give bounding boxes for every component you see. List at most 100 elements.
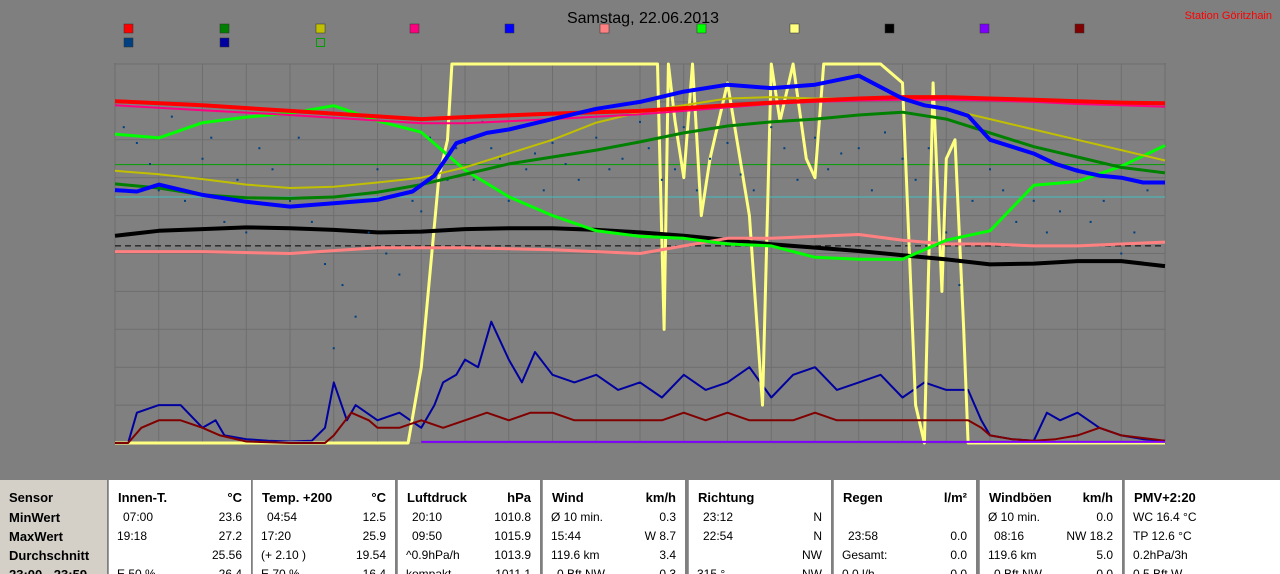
direction-point — [1032, 199, 1035, 202]
direction-point — [739, 173, 742, 176]
legend-item — [599, 23, 610, 34]
cell-info: 04:54 — [267, 510, 298, 524]
cell-value: NW — [802, 567, 822, 574]
cell-info: 15:44 — [551, 529, 582, 543]
table-row: kompakt 1011.1 — [398, 565, 540, 574]
direction-point — [752, 189, 755, 192]
legend-item — [504, 23, 515, 34]
series-feuchte-i — [115, 233, 1166, 255]
table-row: 09:50 1015.9 — [398, 527, 540, 546]
direction-point — [770, 126, 773, 129]
column-unit: km/h — [645, 490, 676, 505]
direction-point — [310, 220, 313, 223]
direction-point — [201, 157, 204, 160]
direction-point — [525, 168, 528, 171]
direction-point — [1102, 199, 1105, 202]
legend-swatch — [979, 23, 990, 34]
cell-value: 27.2 — [218, 529, 242, 543]
legend-item — [123, 23, 134, 34]
direction-point — [1002, 189, 1005, 192]
direction-point — [564, 163, 567, 166]
table-row: 119.6 km 5.0 — [980, 546, 1122, 565]
stats-column: Regen l/m² 23:58 0.0 Gesamt: 0.0 0.0 l/h 0.0 — [833, 480, 976, 574]
cell-info: TP 12.6 °C — [1133, 529, 1192, 543]
direction-point — [157, 189, 160, 192]
table-row: Ø 10 min. 0.3 — [543, 508, 685, 527]
cell-info: Ø 10 min. — [988, 510, 1041, 524]
column-unit: l/m² — [943, 490, 967, 505]
direction-point — [398, 273, 401, 276]
cell-info: 23:12 — [703, 510, 734, 524]
cell-value: 25.56 — [211, 548, 242, 562]
series-richtung — [122, 115, 1149, 350]
series-sonnenschein — [115, 62, 1165, 445]
row-label: 23:00 - 23:59 — [9, 565, 87, 574]
cell-value: NW — [802, 548, 822, 562]
cell-info: 08:16 — [994, 529, 1025, 543]
legend-item — [315, 23, 326, 34]
legend-swatch — [123, 23, 134, 34]
table-row: 07:00 23.6 — [109, 508, 251, 527]
cell-value: 1013.9 — [494, 548, 531, 562]
cell-value: 12.5 — [362, 510, 386, 524]
direction-point — [429, 136, 431, 139]
cell-info: (+ 2.10 ) — [261, 548, 307, 562]
cell-value: N — [813, 510, 822, 524]
legend-swatch — [315, 23, 326, 34]
direction-point — [170, 115, 173, 118]
column-header: Sensor — [0, 488, 107, 507]
table-row: 17:20 25.9 — [253, 527, 395, 546]
table-row: 315 ° NW — [689, 565, 831, 574]
direction-point — [1133, 231, 1136, 234]
stats-column: Temp. +200 °C 04:54 12.5 17:20 25.9 (+ 2.10 ) 1… — [252, 480, 395, 574]
direction-point — [297, 136, 300, 139]
column-header: Innen-T. °C — [109, 488, 251, 507]
cell-value: 0.0 — [1096, 567, 1113, 574]
stats-column: Richtung 23:12 N 22:54 N NW 315 ° NW — [688, 480, 831, 574]
direction-point — [958, 284, 961, 287]
direction-point — [870, 189, 873, 192]
table-row: ^0.9hPa/h 1013.9 — [398, 546, 540, 565]
legend-swatch — [599, 23, 610, 34]
cell-value: 5.0 — [1096, 548, 1113, 562]
legend-item — [219, 23, 230, 34]
cell-info: 20:10 — [412, 510, 443, 524]
direction-point — [814, 136, 816, 139]
direction-point — [695, 189, 698, 192]
legend-swatch — [219, 23, 230, 34]
row-label: MinWert — [9, 510, 61, 525]
cell-info: E 70 % — [261, 567, 300, 574]
direction-point — [857, 147, 860, 150]
direction-point — [726, 141, 729, 144]
direction-point — [135, 141, 138, 144]
direction-point — [245, 231, 248, 234]
direction-point — [1120, 252, 1123, 255]
cell-value: 19.54 — [355, 548, 386, 562]
cell-value: 26.4 — [218, 567, 242, 574]
legend-swatch — [789, 23, 800, 34]
direction-point — [258, 147, 261, 150]
direction-point — [1015, 220, 1018, 223]
direction-point — [783, 147, 786, 150]
cell-value: 1015.9 — [494, 529, 531, 543]
legend-swatch — [884, 23, 895, 34]
direction-point — [490, 147, 493, 150]
direction-point — [682, 126, 685, 129]
stats-column: PMV+2:20 WC 16.4 °C TP 12.6 °C 0.2hPa/3h 0.5… — [1124, 480, 1280, 574]
direction-point — [796, 178, 799, 181]
stats-column: Luftdruck hPa 20:10 1010.8 09:50 1015.9 ^0.9hP… — [397, 480, 540, 574]
column-header: Regen l/m² — [834, 488, 976, 507]
column-header: Richtung — [689, 488, 831, 507]
cell-info: ^0.9hPa/h — [406, 548, 460, 562]
cell-info: kompakt — [406, 567, 452, 574]
cell-value: 0.0 — [1096, 510, 1113, 524]
table-row: 0.2hPa/3h — [1125, 546, 1280, 565]
cell-value: 25.9 — [362, 529, 386, 543]
table-row: 20:10 1010.8 — [398, 508, 540, 527]
cell-info: 22:54 — [703, 529, 734, 543]
column-title: Luftdruck — [407, 490, 467, 505]
legend-swatch — [696, 23, 707, 34]
chart-series — [114, 62, 1166, 445]
cell-value: 0.0 — [950, 529, 967, 543]
cell-info: 19:18 — [117, 529, 148, 543]
